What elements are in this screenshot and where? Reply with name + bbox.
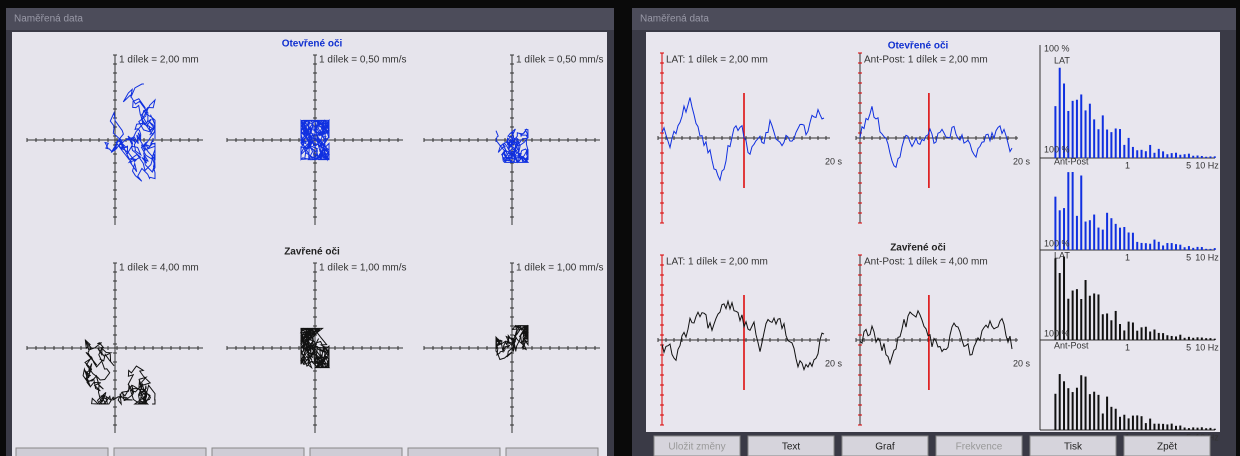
spectrum-tick: 5 — [1186, 160, 1191, 170]
scale-label: Ant-Post: 1 dílek = 2,00 mm — [864, 55, 988, 66]
spectrum-tick: 5 — [1186, 342, 1191, 352]
spectrum-name: Ant-Post — [1054, 340, 1089, 350]
scale-label: 1 dílek = 0,50 mm/s — [319, 55, 407, 66]
duration-label: 20 s — [1013, 358, 1031, 368]
spectrum-tick: 10 Hz — [1195, 160, 1219, 170]
button-label: Zpět — [1157, 442, 1177, 453]
section-heading: Zavřené oči — [890, 243, 946, 254]
window-title: Naměřená data — [14, 14, 83, 25]
section-heading: Otevřené oči — [282, 39, 343, 50]
right-titlebar — [632, 8, 1236, 30]
left-panel — [12, 32, 607, 456]
window-title: Naměřená data — [640, 14, 709, 25]
spectrum-tick: 10 Hz — [1195, 342, 1219, 352]
section-heading: Zavřené oči — [284, 247, 340, 258]
spectrum-tick: 1 — [1125, 252, 1130, 262]
spectrum-max: 100 % — [1044, 43, 1070, 53]
scale-label: 1 dílek = 1,00 mm/s — [516, 263, 604, 274]
button-label: Frekvence — [956, 442, 1003, 453]
button-label: Graf — [875, 442, 895, 453]
scale-label: 1 dílek = 0,50 mm/s — [516, 55, 604, 66]
scale-label: 1 dílek = 4,00 mm — [119, 263, 199, 274]
scale-label: 1 dílek = 1,00 mm/s — [319, 263, 407, 274]
spectrum-name: Ant-Post — [1054, 156, 1089, 166]
scale-label: LAT: 1 dílek = 2,00 mm — [666, 55, 768, 66]
button-label: Uložit změny — [668, 442, 725, 453]
spectrum-max: 100 % — [1044, 144, 1070, 154]
spectrum-name: LAT — [1054, 55, 1070, 65]
left-titlebar — [6, 8, 614, 30]
duration-label: 20 s — [1013, 156, 1031, 166]
spectrum-max: 100 % — [1044, 238, 1070, 248]
scale-label: LAT: 1 dílek = 2,00 mm — [666, 257, 768, 268]
photo: Naměřená data Naměřená data Otevřené oči 1 … — [0, 0, 1240, 456]
button — [16, 448, 108, 456]
page: Naměřená data Naměřená data Otevřené oči 1 … — [0, 0, 1240, 456]
spectrum-name: LAT — [1054, 250, 1070, 260]
spectrum-tick: 1 — [1125, 160, 1130, 170]
spectrum-tick: 5 — [1186, 252, 1191, 262]
spectrum-max: 100 % — [1044, 328, 1070, 338]
scale-label: Ant-Post: 1 dílek = 4,00 mm — [864, 257, 988, 268]
button-label: Tisk — [1064, 442, 1083, 453]
spectrum-tick: 1 — [1125, 342, 1130, 352]
duration-label: 20 s — [825, 358, 843, 368]
spectrum-tick: 10 Hz — [1195, 252, 1219, 262]
button — [310, 448, 402, 456]
duration-label: 20 s — [825, 156, 843, 166]
button — [114, 448, 206, 456]
button — [212, 448, 304, 456]
button — [408, 448, 500, 456]
right-panel — [646, 32, 1220, 432]
section-heading: Otevřené oči — [888, 41, 949, 52]
scale-label: 1 dílek = 2,00 mm — [119, 55, 199, 66]
button — [506, 448, 598, 456]
button-label: Text — [782, 442, 801, 453]
